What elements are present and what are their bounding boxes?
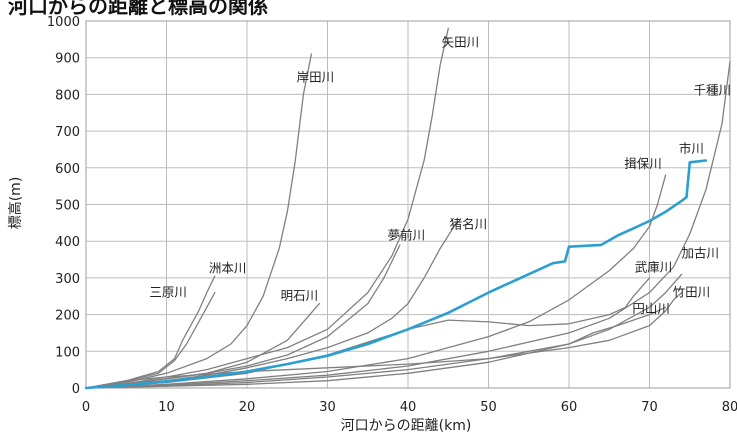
y-tick-label: 700 [55,125,80,140]
y-tick-label: 0 [72,382,80,397]
series-line [85,291,683,389]
series-label: 武庫川 [635,259,673,274]
x-tick-label: 0 [82,400,90,415]
y-tick-label: 100 [55,345,80,360]
x-tick-label: 50 [480,400,497,415]
series-label: 竹田川 [673,284,711,299]
x-tick-label: 30 [319,400,336,415]
series-label: 洲本川 [209,260,247,275]
plot-frame [85,20,731,389]
grid-layer [85,20,731,389]
x-tick-label: 80 [722,400,737,415]
series-line [85,275,216,389]
axis-layer: 0 10 20 30 40 50 60 70 8001002003004005006007008… [47,15,737,415]
series-label: 三原川 [149,284,187,299]
x-tick-label: 60 [561,400,578,415]
x-axis-title: 河口からの距離(km) [341,417,472,434]
y-tick-label: 200 [55,309,80,324]
series-line [85,27,449,389]
y-tick-label: 500 [55,199,80,214]
y-axis-title: 標高(m) [7,177,24,230]
y-tick-label: 300 [55,272,80,287]
series-label: 揖保川 [624,156,662,171]
series-label: 加古川 [681,246,719,261]
series-label: 岸田川 [297,70,335,85]
series-line [85,60,731,389]
series-line [85,222,457,389]
x-tick-label: 70 [641,400,658,415]
y-tick-label: 600 [55,162,80,177]
x-tick-label: 20 [239,400,256,415]
y-tick-label: 800 [55,88,80,103]
series-line [85,244,401,389]
x-tick-label: 10 [158,400,175,415]
series-label: 夢前川 [388,227,426,242]
series-line [84,159,708,390]
y-tick-label: 400 [55,235,80,250]
x-tick-label: 40 [400,400,417,415]
series-line [85,53,313,389]
series-line [85,174,667,389]
y-tick-label: 900 [55,52,80,67]
y-tick-label: 1000 [47,15,80,30]
series-layer [84,27,731,390]
series-label: 矢田川 [442,35,480,50]
chart-title: 河口からの距離と標高の関係 [8,0,268,18]
series-label: 猪名川 [450,216,488,231]
series-label: 市川 [679,141,704,156]
series-label: 明石川 [281,288,319,303]
series-label: 円山川 [632,301,670,316]
series-label: 千種川 [694,82,732,97]
series-line [85,277,651,389]
